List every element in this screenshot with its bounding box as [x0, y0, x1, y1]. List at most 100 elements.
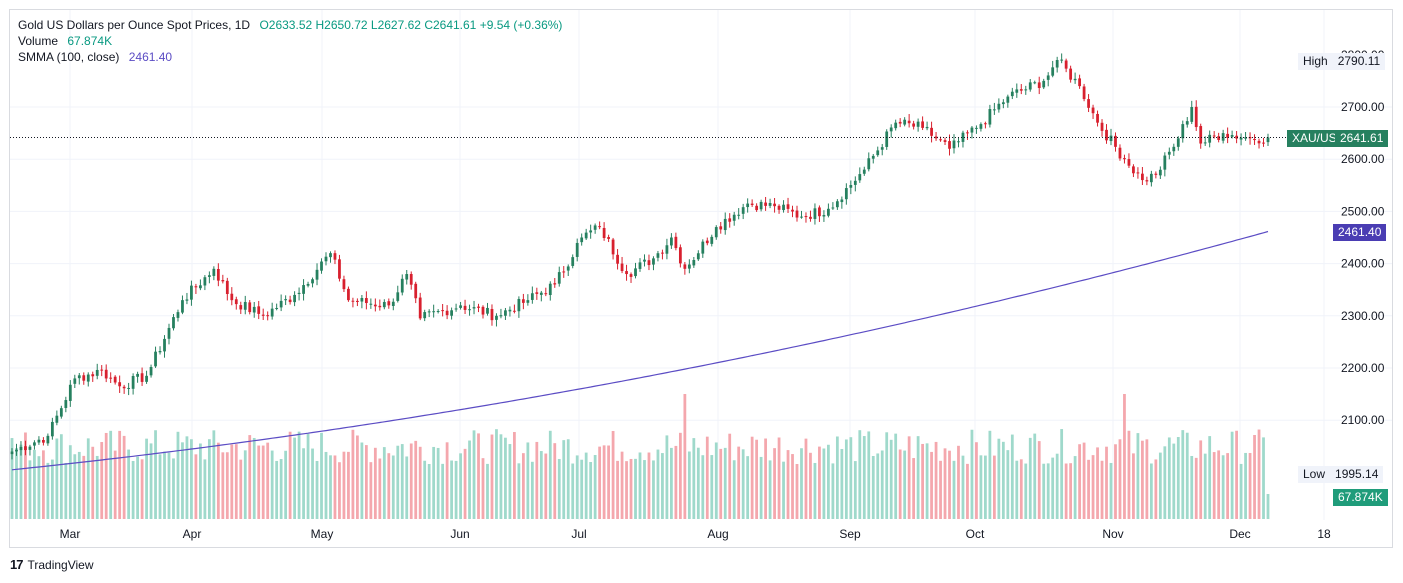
candle-body[interactable]: [158, 351, 162, 353]
candle-body[interactable]: [580, 237, 584, 243]
candle-body[interactable]: [207, 275, 211, 277]
candle-body[interactable]: [1033, 82, 1037, 84]
candle-body[interactable]: [705, 240, 709, 244]
candle-body[interactable]: [1158, 169, 1162, 176]
candle-body[interactable]: [64, 400, 68, 408]
candle-body[interactable]: [86, 374, 90, 382]
candle-body[interactable]: [118, 382, 122, 387]
candle-body[interactable]: [454, 308, 458, 310]
candle-body[interactable]: [1028, 82, 1032, 90]
candle-body[interactable]: [723, 218, 727, 231]
candle-body[interactable]: [33, 442, 36, 446]
candle-body[interactable]: [1105, 129, 1108, 141]
candle-body[interactable]: [885, 131, 889, 147]
candle-body[interactable]: [934, 136, 938, 139]
candle-body[interactable]: [55, 415, 59, 423]
candle-body[interactable]: [203, 277, 207, 286]
candle-body[interactable]: [1096, 113, 1099, 123]
candle-body[interactable]: [19, 446, 23, 451]
candle-body[interactable]: [216, 269, 220, 281]
candle-body[interactable]: [562, 271, 566, 273]
candle-body[interactable]: [719, 226, 723, 230]
candle-body[interactable]: [176, 312, 180, 318]
candle-body[interactable]: [916, 121, 920, 127]
candle-body[interactable]: [930, 127, 933, 136]
candle-body[interactable]: [768, 203, 772, 206]
candle-body[interactable]: [481, 306, 485, 315]
candle-body[interactable]: [172, 317, 175, 329]
candle-body[interactable]: [714, 227, 718, 238]
candle-body[interactable]: [1185, 121, 1189, 125]
candle-body[interactable]: [329, 253, 332, 258]
candle-body[interactable]: [853, 180, 857, 185]
candle-body[interactable]: [1024, 89, 1028, 91]
candle-body[interactable]: [1060, 59, 1064, 61]
candle-body[interactable]: [548, 283, 552, 296]
candle-body[interactable]: [966, 132, 969, 134]
candle-body[interactable]: [737, 214, 741, 216]
candle-body[interactable]: [1087, 99, 1090, 108]
candle-body[interactable]: [804, 216, 808, 218]
candle-body[interactable]: [1069, 68, 1073, 80]
candle-body[interactable]: [575, 242, 579, 257]
candle-body[interactable]: [472, 307, 476, 309]
candle-body[interactable]: [759, 201, 763, 210]
candle-body[interactable]: [876, 150, 880, 156]
candle-body[interactable]: [248, 302, 252, 313]
candle-body[interactable]: [992, 109, 996, 111]
candle-body[interactable]: [490, 308, 494, 321]
candle-body[interactable]: [696, 253, 700, 260]
candle-body[interactable]: [1042, 80, 1046, 88]
candle-body[interactable]: [297, 292, 301, 294]
candle-body[interactable]: [140, 373, 144, 382]
candle-body[interactable]: [136, 373, 139, 377]
candle-body[interactable]: [364, 298, 368, 304]
candle-body[interactable]: [360, 297, 364, 302]
candle-body[interactable]: [1046, 75, 1050, 80]
candle-body[interactable]: [656, 253, 660, 258]
candle-body[interactable]: [1181, 124, 1185, 139]
candle-body[interactable]: [880, 147, 884, 150]
candle-body[interactable]: [441, 310, 445, 312]
candle-body[interactable]: [221, 280, 225, 282]
candle-body[interactable]: [678, 247, 682, 264]
candle-body[interactable]: [661, 252, 664, 254]
candle-body[interactable]: [683, 264, 687, 269]
candle-body[interactable]: [378, 305, 382, 308]
candle-body[interactable]: [1248, 137, 1252, 139]
candle-body[interactable]: [975, 127, 978, 129]
candle-body[interactable]: [1244, 137, 1247, 139]
candle-body[interactable]: [270, 308, 274, 317]
candle-body[interactable]: [252, 306, 256, 313]
candle-body[interactable]: [333, 253, 337, 260]
candle-body[interactable]: [948, 141, 951, 149]
candle-body[interactable]: [903, 119, 907, 125]
footer-brand[interactable]: 17 TradingView: [10, 557, 94, 572]
candle-body[interactable]: [351, 300, 355, 302]
candle-body[interactable]: [544, 293, 548, 295]
candle-body[interactable]: [423, 312, 427, 319]
candle-body[interactable]: [391, 301, 395, 306]
candle-body[interactable]: [835, 201, 839, 208]
candle-body[interactable]: [674, 236, 678, 249]
candle-body[interactable]: [701, 241, 705, 254]
candle-body[interactable]: [486, 307, 489, 314]
candle-body[interactable]: [795, 210, 799, 218]
candle-body[interactable]: [827, 208, 830, 216]
candle-body[interactable]: [1149, 173, 1153, 183]
candle-body[interactable]: [1203, 142, 1207, 144]
candle-body[interactable]: [1257, 140, 1261, 144]
candle-body[interactable]: [831, 207, 835, 209]
candle-body[interactable]: [405, 274, 409, 280]
candle-body[interactable]: [1064, 60, 1068, 69]
candle-body[interactable]: [109, 377, 113, 379]
candle-body[interactable]: [15, 449, 18, 452]
candle-body[interactable]: [629, 274, 633, 277]
candle-body[interactable]: [732, 214, 736, 221]
candle-body[interactable]: [68, 384, 72, 401]
candle-body[interactable]: [113, 376, 117, 383]
candle-body[interactable]: [858, 174, 862, 181]
candle-body[interactable]: [1073, 78, 1077, 81]
candle-body[interactable]: [499, 315, 503, 317]
